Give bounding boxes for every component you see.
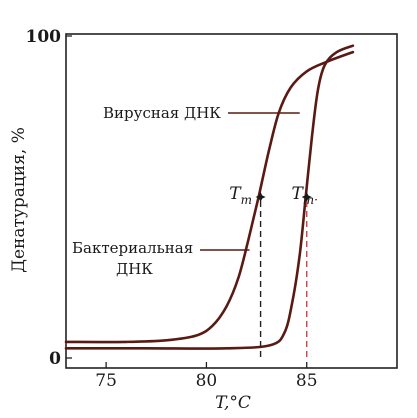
- x-tick-label: 75: [95, 371, 117, 391]
- y-tick-label: 0: [49, 349, 61, 369]
- bacterial-dna-curve: [64, 50, 355, 344]
- x-tick-label: 80: [196, 371, 218, 391]
- bacterial-dna-label: Бактериальная: [72, 239, 193, 257]
- y-tick-label: 100: [26, 27, 62, 47]
- bacterial-dna-label-line2: ДНК: [116, 260, 153, 278]
- plot-frame: [65, 33, 398, 369]
- y-axis-title: Денатурация, %: [9, 127, 29, 273]
- tm-viral-marker: [301, 192, 312, 202]
- tm-bacterial-label: Tm: [229, 184, 252, 207]
- viral-dna-label: Вирусная ДНК: [103, 104, 221, 122]
- viral-dna-curve: [64, 44, 355, 350]
- x-axis-title: T,°C: [215, 393, 251, 413]
- tm-bacterial-marker: [255, 192, 266, 202]
- tm-viral-label: Tm·: [291, 184, 318, 207]
- x-tick-label: 85: [296, 371, 318, 391]
- chart-marks: 75 80 85 0 100 Tm Tm· Вирусная ДНК Бактериальная…: [26, 27, 355, 391]
